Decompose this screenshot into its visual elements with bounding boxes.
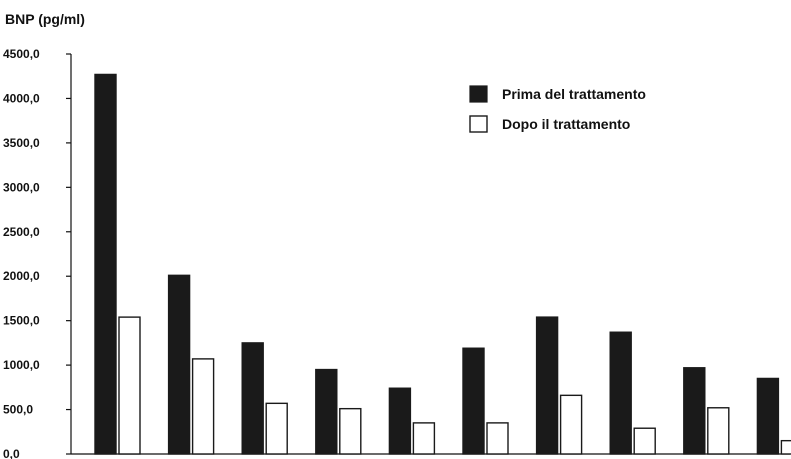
legend-swatch-prima [469,85,488,103]
legend-label-dopo: Dopo il trattamento [502,116,630,132]
bars [94,73,791,455]
y-tick-label: 3500,0 [3,136,40,150]
y-tick-label: 1500,0 [3,314,40,328]
y-tick-label: 500,0 [3,403,33,417]
bar-prima-8 [609,331,632,455]
y-ticks: 0,0 500,0 1000,0 1500,0 2000,0 2500,0 3000,0 35… [3,47,71,459]
legend-swatch-dopo [469,115,488,133]
bar-prima-3 [241,342,264,455]
bar-prima-10 [756,377,780,455]
y-tick-label: 4000,0 [3,91,40,105]
bar-dopo-3 [265,402,288,455]
bar-prima-6 [462,347,485,455]
bar-prima-2 [167,274,191,455]
bar-prima-1 [94,73,117,455]
bar-dopo-7 [559,394,583,455]
bar-prima-4 [315,368,338,455]
y-tick-label: 0,0 [3,447,20,459]
bar-prima-7 [535,316,559,455]
y-tick-label: 3000,0 [3,180,40,194]
bar-prima-5 [388,387,412,455]
y-tick-label: 1000,0 [3,358,40,372]
bar-prima-9 [683,367,706,455]
bar-dopo-10 [780,439,791,455]
bar-dopo-2 [191,358,215,455]
legend-label-prima: Prima del trattamento [502,86,646,102]
y-tick-label: 2000,0 [3,269,40,283]
bar-dopo-1 [118,316,141,455]
y-tick-label: 4500,0 [3,47,40,61]
legend: Prima del trattamento Dopo il trattament… [469,85,646,133]
bar-dopo-9 [707,407,730,455]
bar-dopo-8 [633,427,656,455]
bar-dopo-6 [486,422,509,455]
y-axis-label: BNP (pg/ml) [5,11,85,27]
bar-dopo-4 [339,407,362,455]
y-tick-label: 2500,0 [3,225,40,239]
bar-dopo-5 [412,422,436,455]
